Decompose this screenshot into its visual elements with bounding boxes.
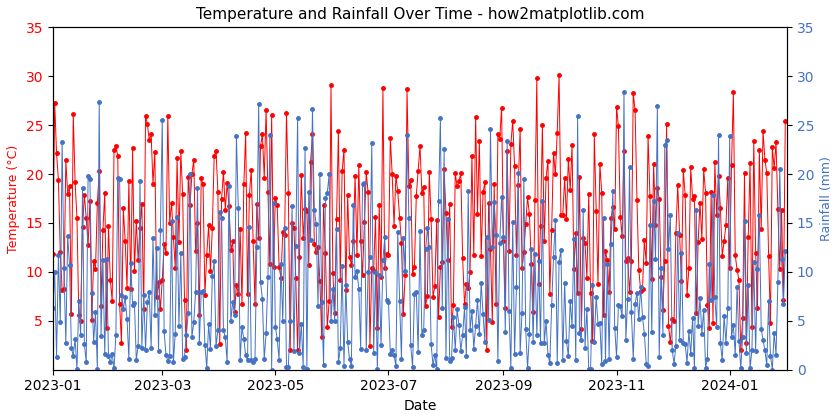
- Y-axis label: Rainfall (mm): Rainfall (mm): [820, 156, 833, 241]
- X-axis label: Date: Date: [403, 399, 437, 413]
- Y-axis label: Temperature (°C): Temperature (°C): [7, 144, 20, 253]
- Title: Temperature and Rainfall Over Time - how2matplotlib.com: Temperature and Rainfall Over Time - how…: [196, 7, 644, 22]
